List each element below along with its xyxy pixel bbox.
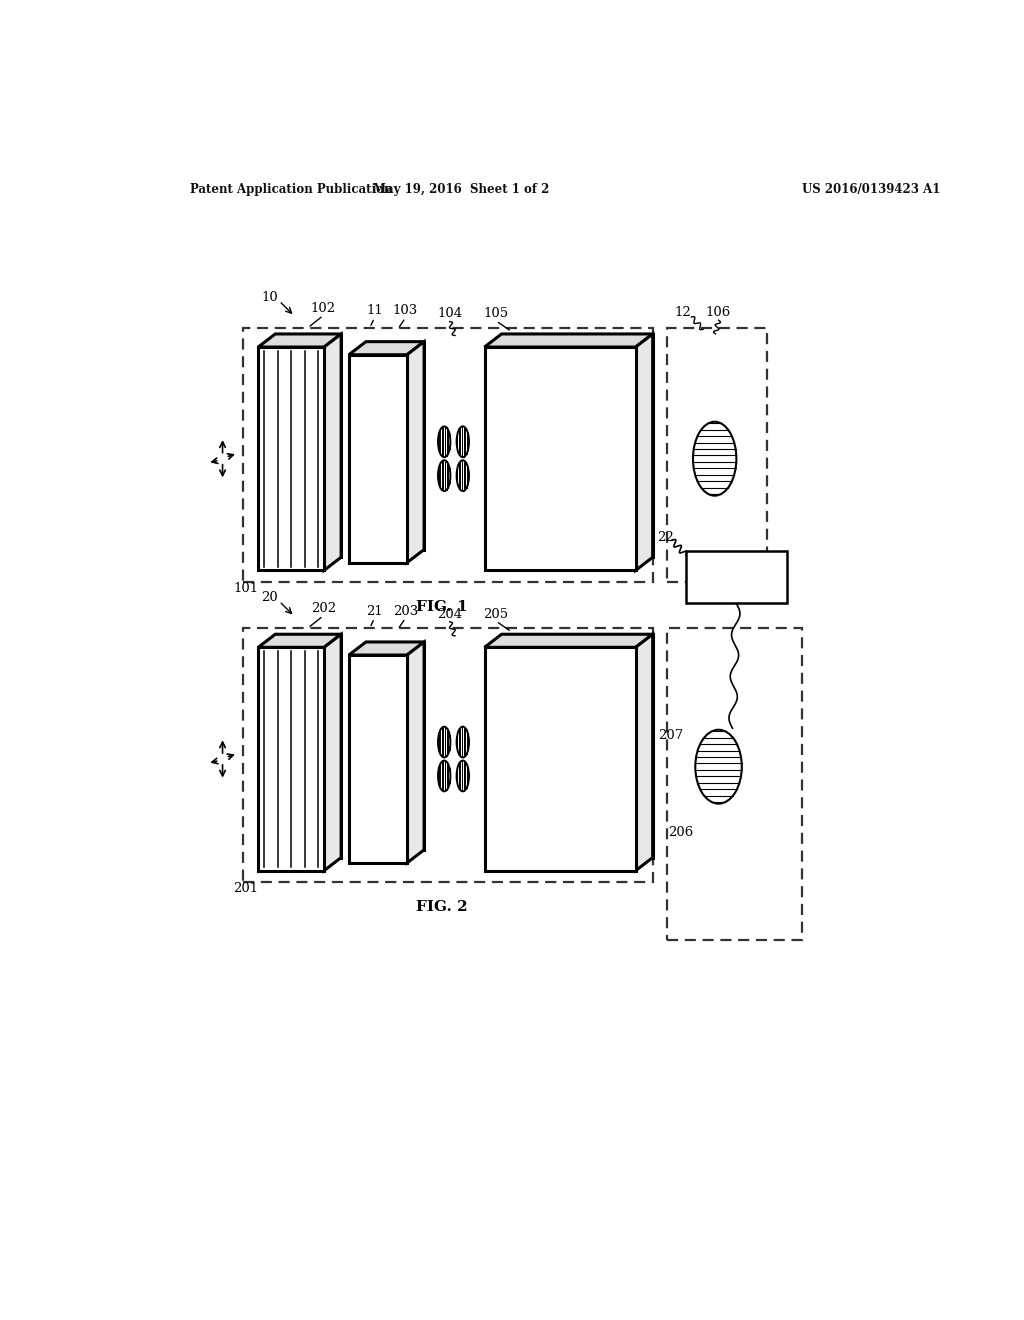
- Ellipse shape: [457, 426, 469, 457]
- Polygon shape: [258, 347, 324, 570]
- Ellipse shape: [438, 760, 451, 792]
- Text: 20: 20: [261, 591, 279, 603]
- Polygon shape: [258, 334, 341, 347]
- Polygon shape: [275, 635, 341, 858]
- Polygon shape: [366, 642, 424, 850]
- Polygon shape: [407, 642, 424, 863]
- Ellipse shape: [457, 760, 469, 792]
- Polygon shape: [324, 635, 341, 871]
- Text: 103: 103: [393, 305, 418, 317]
- Polygon shape: [484, 334, 652, 347]
- Ellipse shape: [438, 461, 451, 491]
- Polygon shape: [484, 647, 636, 871]
- Text: 10: 10: [261, 290, 279, 304]
- FancyBboxPatch shape: [686, 552, 786, 603]
- Polygon shape: [484, 347, 636, 570]
- Text: FIG. 1: FIG. 1: [416, 599, 468, 614]
- Text: Patent Application Publication: Patent Application Publication: [190, 182, 392, 195]
- Ellipse shape: [438, 726, 451, 758]
- Polygon shape: [258, 635, 341, 647]
- Text: 106: 106: [706, 306, 731, 319]
- Text: US 2016/0139423 A1: US 2016/0139423 A1: [802, 182, 941, 195]
- Polygon shape: [324, 334, 341, 570]
- Ellipse shape: [457, 461, 469, 491]
- Text: 101: 101: [233, 582, 258, 594]
- Text: 204: 204: [437, 607, 462, 620]
- Text: 105: 105: [483, 308, 509, 321]
- Text: May 19, 2016  Sheet 1 of 2: May 19, 2016 Sheet 1 of 2: [373, 182, 550, 195]
- Text: 207: 207: [657, 730, 683, 742]
- Text: 11: 11: [366, 305, 383, 317]
- Text: 206: 206: [668, 825, 693, 838]
- Polygon shape: [502, 334, 652, 557]
- Ellipse shape: [457, 726, 469, 758]
- Polygon shape: [366, 342, 424, 549]
- Ellipse shape: [695, 730, 741, 804]
- Text: FIG. 2: FIG. 2: [416, 900, 468, 913]
- Polygon shape: [484, 635, 652, 647]
- Text: 12: 12: [675, 306, 691, 319]
- Ellipse shape: [438, 426, 451, 457]
- Polygon shape: [502, 635, 652, 858]
- Text: 203: 203: [393, 605, 418, 618]
- Polygon shape: [349, 355, 407, 562]
- Ellipse shape: [693, 422, 736, 496]
- Polygon shape: [349, 642, 424, 655]
- Polygon shape: [407, 342, 424, 562]
- Polygon shape: [275, 334, 341, 557]
- Polygon shape: [349, 655, 407, 863]
- Polygon shape: [349, 342, 424, 355]
- Text: 102: 102: [310, 302, 336, 315]
- Polygon shape: [636, 334, 652, 570]
- Polygon shape: [258, 647, 324, 871]
- Text: 21: 21: [366, 605, 383, 618]
- Text: 104: 104: [437, 308, 462, 321]
- Polygon shape: [636, 635, 652, 871]
- Text: 205: 205: [483, 607, 509, 620]
- Text: Controller: Controller: [700, 570, 773, 585]
- Text: 22: 22: [656, 531, 674, 544]
- Text: 202: 202: [310, 602, 336, 615]
- Text: 201: 201: [233, 882, 258, 895]
